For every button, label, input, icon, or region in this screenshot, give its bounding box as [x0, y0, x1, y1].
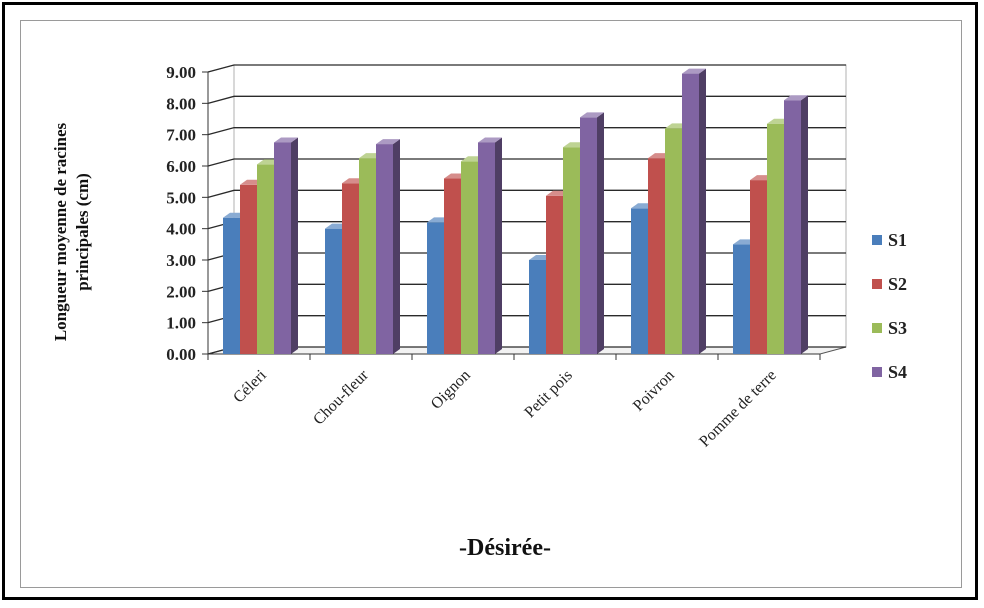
- bar-front: [478, 142, 495, 354]
- bar-front: [733, 244, 750, 354]
- y-tick-label: 5.00: [166, 188, 196, 207]
- outer-frame: [2, 2, 978, 600]
- x-tick-label: Pomme de terre: [696, 367, 780, 451]
- bar-side: [597, 112, 604, 354]
- bar-side: [801, 95, 808, 354]
- bar-front: [427, 222, 444, 354]
- bar-front: [631, 208, 648, 354]
- bar: [682, 68, 706, 355]
- bar: [784, 95, 808, 354]
- y-axis-ticks: 0.00 1.00 2.00 3.00 4.00 5.00 6.00 7.00 8.00 9.00: [166, 63, 820, 364]
- y-axis-title: Longueur moyenne de racines principales (…: [51, 122, 92, 341]
- legend-swatch: [872, 367, 882, 377]
- bar-front: [580, 117, 597, 354]
- bar-top: [376, 139, 400, 145]
- y-tick-label: 9.00: [166, 63, 196, 82]
- bar-top: [784, 95, 808, 101]
- bar-front: [342, 183, 359, 354]
- bar-side: [393, 139, 400, 354]
- bar-front: [563, 147, 580, 354]
- bar-front: [376, 144, 393, 354]
- gridline: [207, 127, 846, 136]
- bar-side: [495, 137, 502, 354]
- gridline: [207, 158, 846, 167]
- legend-label: S1: [888, 230, 907, 250]
- bar-front: [461, 161, 478, 354]
- x-tick-label: Oignon: [428, 367, 474, 413]
- legend-swatch: [872, 235, 882, 245]
- bar-front: [784, 100, 801, 354]
- y-tick-label: 0.00: [166, 345, 196, 364]
- legend-swatch: [872, 323, 882, 333]
- gridline: [207, 189, 846, 198]
- bar-front: [767, 123, 784, 354]
- bar-front: [648, 158, 665, 354]
- x-tick-label: Poivron: [630, 367, 678, 415]
- bar-front: [240, 184, 257, 354]
- bar-front: [546, 195, 563, 354]
- x-axis-categories: Céleri Chou-fleur Oignon Petit pois Poivron P…: [207, 354, 821, 451]
- bar-front: [529, 260, 546, 354]
- legend-swatch: [872, 279, 882, 289]
- y-tick-label: 8.00: [166, 94, 196, 113]
- gridline: [207, 95, 846, 104]
- gridline: [207, 64, 846, 73]
- legend: S1 S2 S3 S4: [872, 230, 907, 382]
- bar-front: [444, 178, 461, 354]
- bar-top: [274, 137, 298, 143]
- y-axis-title-line: principales (cm): [73, 173, 92, 291]
- x-axis-title: -Désirée-: [459, 535, 551, 561]
- y-axis-title-line: Longueur moyenne de racines: [51, 122, 70, 341]
- bars: [223, 68, 808, 355]
- bar-front: [359, 158, 376, 354]
- y-tick-label: 7.00: [166, 126, 196, 145]
- bar-front: [257, 164, 274, 354]
- x-tick-label: Céleri: [230, 366, 270, 406]
- bar: [274, 137, 298, 354]
- bar-front: [682, 73, 699, 355]
- y-tick-label: 1.00: [166, 314, 196, 333]
- bar: [478, 137, 502, 354]
- legend-label: S3: [888, 318, 907, 338]
- x-tick-label: Chou-fleur: [310, 366, 372, 428]
- bar: [376, 139, 400, 354]
- legend-label: S4: [888, 362, 907, 382]
- bar-top: [580, 112, 604, 118]
- legend-label: S2: [888, 274, 907, 294]
- y-tick-label: 6.00: [166, 157, 196, 176]
- chart-area-frame: [20, 20, 962, 588]
- bar-front: [274, 142, 291, 354]
- bar: [580, 112, 604, 354]
- y-tick-label: 3.00: [166, 251, 196, 270]
- bar-top: [478, 137, 502, 143]
- y-tick-label: 4.00: [166, 220, 196, 239]
- x-tick-label: Petit pois: [521, 367, 575, 421]
- bar-top: [682, 68, 706, 74]
- bar-front: [325, 228, 342, 354]
- bar-front: [665, 128, 682, 354]
- bar-side: [291, 137, 298, 354]
- bar-side: [699, 68, 706, 355]
- y-tick-label: 2.00: [166, 282, 196, 301]
- bar-front: [750, 180, 767, 354]
- bar-front: [223, 217, 240, 354]
